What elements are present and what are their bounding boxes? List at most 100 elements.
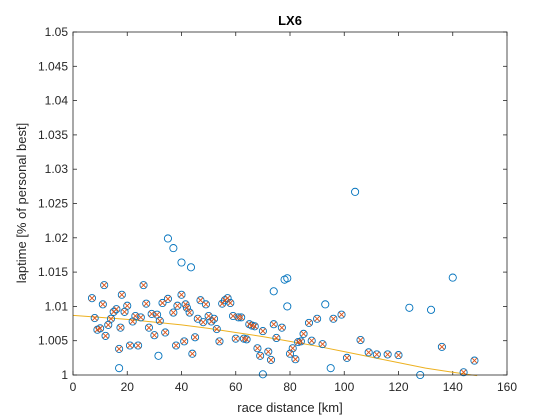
cross-point [243,336,250,343]
cross-point [338,311,345,318]
y-axis-ticks: 1 1.005 1.01 1.015 1.02 1.025 1.03 1.035 1.04 1.0… [38,25,507,382]
cross-point [170,309,177,316]
circle-point [98,300,107,309]
circle-point [112,305,121,314]
cross-point [224,295,231,302]
circle-point [258,370,267,379]
circle-point [180,337,189,346]
circle-point [321,300,330,309]
circle-point [101,331,110,340]
circle-point [283,274,292,283]
cross-point [205,313,212,319]
cross-point [460,369,467,376]
cross-point [221,297,228,304]
cross-point [213,326,220,332]
cross-point [308,337,315,344]
cross-point [300,330,307,337]
circle-point [258,327,267,336]
circle-point [177,258,186,267]
circle-point [266,355,276,364]
cross-point [384,351,391,358]
circle-point [283,302,292,311]
axes-box [72,31,508,376]
circle-point [134,341,143,350]
circle-point [285,349,295,358]
circle-point [269,320,278,329]
y-tick-label: 1 [61,368,68,382]
y-tick-label: 1.04 [45,94,69,108]
cross-point [105,322,112,328]
circle-point [364,348,373,357]
cross-point [200,319,207,326]
cross-point [118,291,125,298]
circle-point [459,368,468,377]
circle-point [351,187,360,196]
cross-point [314,315,321,322]
circle-point [223,294,232,303]
cross-point [156,317,163,324]
x-tick-label: 120 [388,380,408,394]
circle-point [237,313,246,322]
y-tick-label: 1.025 [38,197,68,211]
cross-point [143,300,150,307]
y-tick-label: 1.045 [38,59,68,73]
circle-point [139,281,148,290]
cross-point [173,342,179,349]
cross-point [251,323,258,330]
circle-point [326,364,335,373]
circle-point [150,331,159,340]
circle-point [177,290,186,299]
circle-point [342,353,352,362]
circle-point [154,351,163,360]
cross-point [216,338,223,345]
cross-point [117,324,124,331]
x-tick-label: 20 [121,380,135,394]
circle-point [277,323,286,332]
cross-point [194,315,201,322]
x-tick-label: 160 [497,380,517,394]
chart-title: LX6 [278,13,302,28]
circle-point [448,273,457,282]
cross-point [259,328,266,335]
circle-point [109,307,118,316]
cross-point [197,297,204,304]
x-tick-label: 80 [283,380,297,394]
cross-point [438,343,445,350]
x-tick-label: 100 [334,380,354,394]
circle-point [100,281,109,290]
cross-point [297,338,304,345]
x-axis-ticks: 0 20 40 60 80 100 120 140 160 [70,32,517,394]
circle-point [215,337,224,346]
circle-point [201,300,210,309]
circle-point [155,316,164,325]
cross-point [162,329,169,336]
circle-point [356,335,365,345]
cross-point [121,308,128,315]
cross-point [287,350,293,357]
circle-point [204,311,213,321]
y-tick-label: 1.02 [45,231,69,245]
cross-point [140,282,147,289]
cross-point [373,351,380,358]
cross-point [289,345,296,352]
cross-point [238,314,245,321]
cross-point [146,324,152,331]
cross-point [227,300,234,306]
circle-point [87,294,97,303]
cross-point [189,350,196,357]
cross-point [211,315,217,322]
cross-point [192,334,198,341]
cross-point [395,352,402,359]
circle-point [169,244,178,253]
circle-point [269,287,278,296]
circle-point [116,323,125,332]
circle-point [470,356,479,365]
cross-point [148,311,155,317]
circle-point [169,308,178,317]
cross-point [108,315,114,322]
cross-point [270,321,277,328]
cross-point [235,314,242,321]
circle-point [437,342,446,351]
circle-point [318,340,327,349]
